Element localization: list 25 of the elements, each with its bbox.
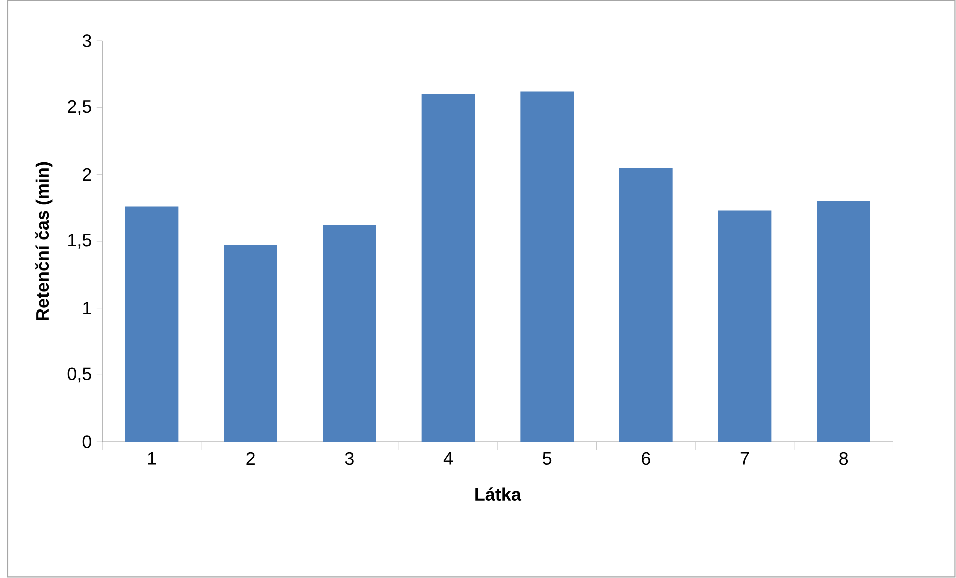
x-tick-label: 1 <box>148 452 156 465</box>
bar <box>620 168 673 442</box>
y-tick-label: 2,5 <box>68 100 92 116</box>
x-tick-label: 8 <box>840 452 848 466</box>
bar <box>422 94 476 442</box>
bar <box>817 201 871 442</box>
y-tick-label: 2 <box>83 168 92 181</box>
x-tick-label: 7 <box>740 452 750 465</box>
x-tick-label: 6 <box>642 452 650 466</box>
y-tick-label: 0 <box>82 436 92 448</box>
bar <box>323 225 376 442</box>
bar <box>224 246 278 442</box>
x-tick-label: 3 <box>345 452 354 466</box>
x-axis-title: Látka <box>476 488 522 501</box>
y-axis-title: Retenční čas (min) <box>35 162 53 320</box>
bar <box>718 210 772 442</box>
x-tick-label: 5 <box>543 452 552 465</box>
x-tick-label: 4 <box>444 452 453 465</box>
y-tick-label: 1,5 <box>68 234 92 249</box>
y-tick-label: 1 <box>84 302 92 315</box>
y-tick-label: 3 <box>82 34 92 48</box>
y-tick-label: 0,5 <box>68 368 92 383</box>
bar <box>125 206 179 442</box>
bar <box>520 92 574 442</box>
x-tick-label: 2 <box>246 452 255 465</box>
